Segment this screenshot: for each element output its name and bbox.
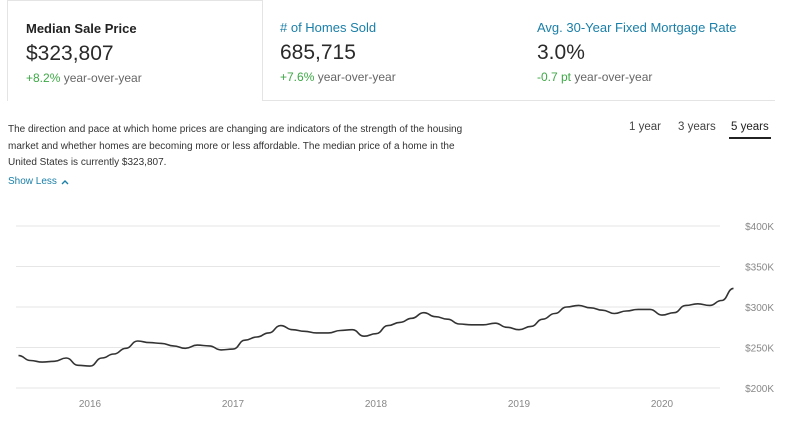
tab-change: -0.7 pt year-over-year <box>537 69 775 85</box>
range-3-years[interactable]: 3 years <box>678 121 716 133</box>
x-tick-label: 2020 <box>651 399 674 410</box>
x-tick-label: 2019 <box>508 399 531 410</box>
change-delta: +8.2% <box>26 71 61 85</box>
tab-value: $323,807 <box>26 42 114 65</box>
chart-gridlines <box>16 225 720 389</box>
metric-tabs: Median Sale Price $323,807 +8.2% year-ov… <box>7 0 775 101</box>
x-tick-label: 2017 <box>222 399 245 410</box>
price-series <box>18 287 734 367</box>
tab-value: 3.0% <box>537 41 585 64</box>
tab-median-sale-price[interactable]: Median Sale Price $323,807 +8.2% year-ov… <box>7 0 263 101</box>
tab-title: # of Homes Sold <box>280 20 377 35</box>
median-price-chart: $400K$350K$300K$250K$200K 2016 2017 2018 20… <box>16 222 774 410</box>
show-less-link[interactable]: Show Less <box>8 176 69 187</box>
tab-mortgage-rate[interactable]: Avg. 30-Year Fixed Mortgage Rate 3.0% -0… <box>519 0 775 100</box>
chevron-up-icon <box>61 179 69 184</box>
tab-homes-sold[interactable]: # of Homes Sold 685,715 +7.6% year-over-… <box>263 0 519 100</box>
range-1-year[interactable]: 1 year <box>629 121 661 133</box>
description-text: The direction and pace at which home pri… <box>8 124 463 168</box>
y-tick-label: $300K <box>745 303 774 314</box>
change-suffix: year-over-year <box>60 71 142 85</box>
range-5-years[interactable]: 5 years <box>729 121 771 139</box>
x-axis-labels: 2016 2017 2018 2019 2020 <box>79 399 674 410</box>
y-tick-label: $200K <box>745 384 774 395</box>
show-less-label: Show Less <box>8 176 57 187</box>
change-delta: +7.6% <box>280 70 315 84</box>
x-tick-label: 2018 <box>365 399 388 410</box>
y-axis-labels: $400K $350K $300K $250K $200K <box>745 222 774 395</box>
y-tick-label: $400K <box>745 222 774 233</box>
tab-change: +7.6% year-over-year <box>280 69 519 85</box>
change-delta: -0.7 pt <box>537 70 572 84</box>
tab-title: Avg. 30-Year Fixed Mortgage Rate <box>537 20 737 35</box>
tab-title: Median Sale Price <box>26 21 137 36</box>
tab-value: 685,715 <box>280 41 356 64</box>
tab-change: +8.2% year-over-year <box>26 70 262 86</box>
x-tick-label: 2016 <box>79 399 102 410</box>
change-suffix: year-over-year <box>314 70 396 84</box>
y-tick-label: $350K <box>745 263 774 274</box>
series-line <box>18 287 734 367</box>
change-suffix: year-over-year <box>571 70 653 84</box>
y-tick-label: $250K <box>745 344 774 355</box>
